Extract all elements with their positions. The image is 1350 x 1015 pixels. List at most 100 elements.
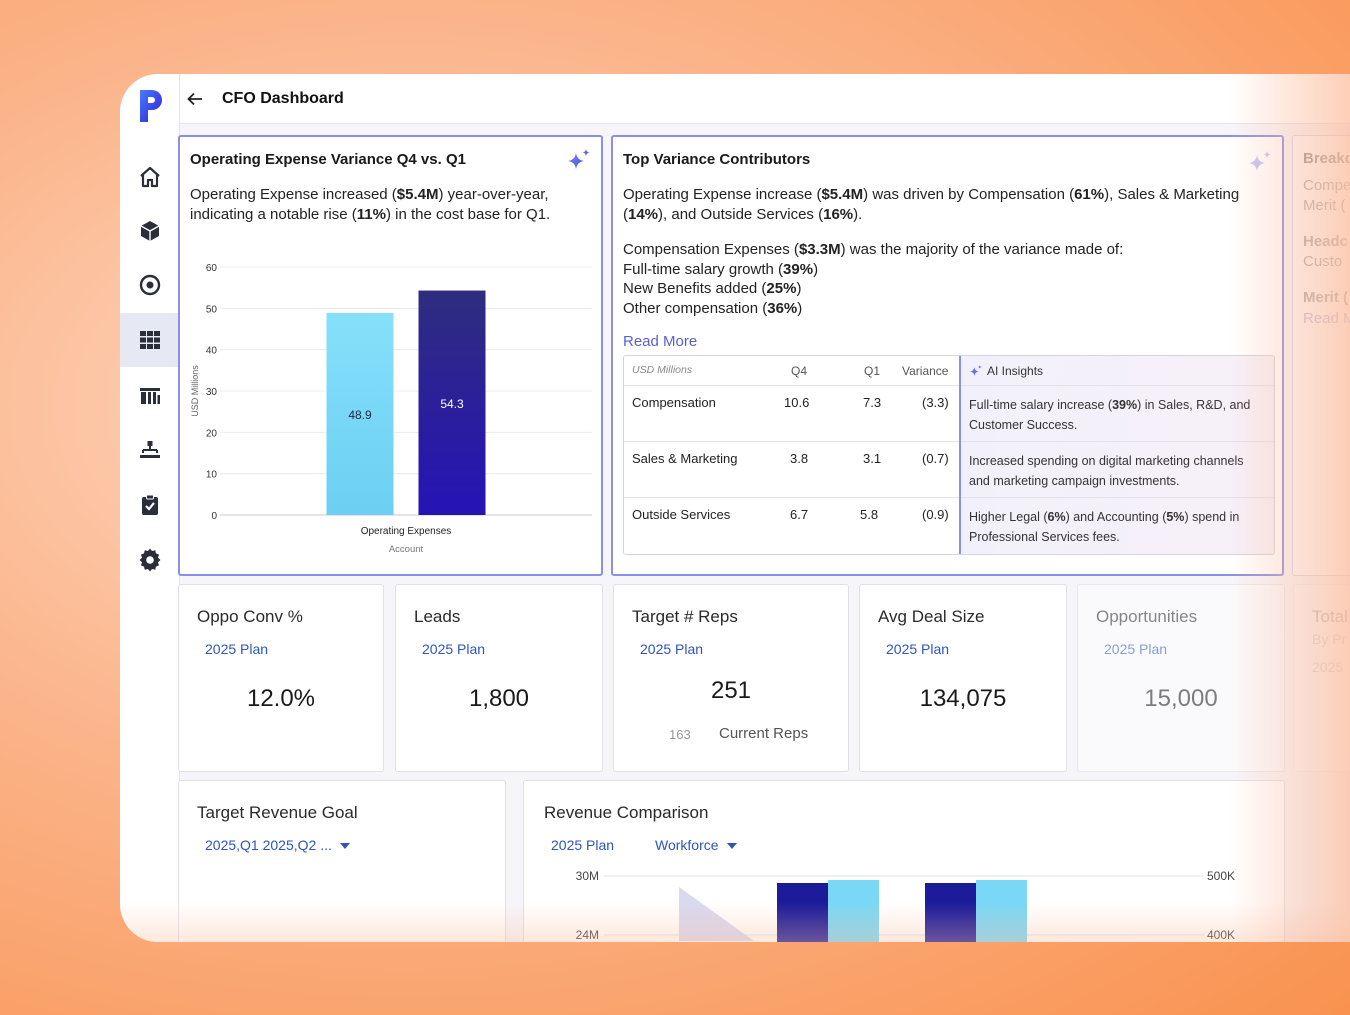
- kpi-oppo-conv[interactable]: Oppo Conv % 2025 Plan 12.0%: [178, 584, 384, 772]
- kpi-plan-filter[interactable]: By Pr: [1312, 631, 1347, 647]
- kpi-leads[interactable]: Leads 2025 Plan 1,800: [395, 584, 603, 772]
- breakdown-text: Compe Merit (: [1303, 177, 1350, 214]
- revenue-comparison-card: Revenue Comparison 2025 Plan Workforce 3…: [523, 780, 1285, 942]
- bar: [925, 883, 976, 942]
- sidebar-item-grid[interactable]: [120, 313, 180, 367]
- contributors-title: Top Variance Contributors: [623, 151, 811, 168]
- text-run: Full-time salary increase (: [969, 398, 1113, 412]
- kpi-opportunities[interactable]: Opportunities 2025 Plan 15,000: [1077, 584, 1285, 772]
- bold-text: 16%: [823, 205, 854, 223]
- text-run: New Benefits added (: [623, 280, 767, 297]
- home-icon: [140, 166, 160, 188]
- sidebar-item-cube[interactable]: [120, 204, 180, 258]
- y-tick-right: 400K: [1207, 928, 1235, 942]
- variance-card-title: Operating Expense Variance Q4 vs. Q1: [190, 151, 466, 168]
- text-run: ), and Outside Services (: [658, 205, 824, 223]
- insight-text: Higher Legal (6%) and Accounting (5%) sp…: [969, 507, 1260, 547]
- card-title: Revenue Comparison: [544, 803, 709, 822]
- table-row[interactable]: Sales & Marketing 3.8 3.1 (0.7): [624, 442, 959, 498]
- read-more-link[interactable]: Read More: [623, 333, 698, 350]
- kpi-plan-filter[interactable]: 2025 Plan: [886, 641, 950, 657]
- plan-filter[interactable]: 2025 Plan: [551, 837, 615, 853]
- y-tick-label: 10: [206, 470, 218, 481]
- current-reps-label: Current Reps: [719, 725, 809, 742]
- contributors-para-2: Compensation Expenses ($3.3M) was the ma…: [623, 240, 1273, 318]
- text-run: ) was driven by Compensation (: [863, 186, 1075, 203]
- kpi-plan-filter[interactable]: 2025 Plan: [422, 641, 486, 657]
- text-run: ): [796, 280, 802, 297]
- table-row[interactable]: Outside Services 6.7 5.8 (0.9): [624, 498, 959, 554]
- sidebar-item-org[interactable]: [120, 423, 180, 477]
- sidebar: [120, 74, 180, 942]
- variance-table-values: USD Millions Q4 Q1 Variance Compensation…: [624, 356, 959, 554]
- text-run: ) and Accounting (: [1065, 510, 1167, 524]
- text-run: ): [813, 260, 819, 278]
- text-run: ), Sales & Marketing: [1104, 186, 1240, 203]
- unit-header: USD Millions: [632, 364, 693, 376]
- target-revenue-goal-card: Target Revenue Goal 2025,Q1 2025,Q2 ...: [178, 780, 506, 942]
- breakdown-title: Breakdo: [1303, 150, 1350, 167]
- text-run: Full-time salary growth (: [623, 260, 784, 278]
- grid-icon: [140, 331, 160, 349]
- kpi-value: 15,000: [1144, 685, 1218, 712]
- q4-header: Q4: [791, 364, 808, 378]
- variance-summary: Operating Expense increased ($5.4M) year…: [190, 186, 551, 223]
- bar: [418, 290, 486, 515]
- kpi-title: Oppo Conv %: [197, 607, 303, 626]
- page-title: CFO Dashboard: [222, 89, 344, 107]
- bar: [326, 312, 394, 515]
- row-q4: 10.6: [784, 395, 810, 410]
- ai-sparkle-icon[interactable]: [566, 147, 592, 173]
- kpi-plan-filter[interactable]: 2025 Plan: [640, 641, 704, 657]
- sidebar-item-tasks[interactable]: [120, 478, 180, 532]
- top-bar: CFO Dashboard: [180, 74, 1350, 124]
- read-more-link[interactable]: Read M: [1303, 310, 1350, 327]
- kpi-title: Avg Deal Size: [878, 607, 985, 626]
- kpi-target-reps[interactable]: Target # Reps 2025 Plan 251 163 Current …: [613, 584, 849, 772]
- area-shape: [679, 887, 754, 941]
- kpi-total[interactable]: Total By Pr 2025: [1293, 584, 1350, 772]
- chevron-down-icon: [339, 843, 350, 850]
- kpi-avg-deal-size[interactable]: Avg Deal Size 2025 Plan 134,075: [859, 584, 1067, 772]
- target-icon: [139, 274, 161, 296]
- kpi-plan-filter[interactable]: 2025 Plan: [1104, 641, 1168, 657]
- sidebar-item-building[interactable]: [120, 368, 180, 422]
- insight-row: Higher Legal (6%) and Accounting (5%) sp…: [961, 498, 1274, 554]
- kpi-value: 251: [710, 677, 752, 704]
- sidebar-item-settings[interactable]: [120, 533, 180, 587]
- ai-insights-header: AI Insights: [961, 356, 1274, 386]
- table-row[interactable]: Compensation 10.6 7.3 (3.3): [624, 386, 959, 442]
- x-tick-label: Operating Expenses: [361, 526, 452, 537]
- period-filter[interactable]: 2025,Q1 2025,Q2 ...: [205, 837, 350, 853]
- workforce-filter[interactable]: Workforce: [655, 837, 737, 853]
- bar: [976, 880, 1027, 942]
- y-tick-label: 60: [206, 263, 218, 274]
- contributors-card: Top Variance Contributors Operating Expe…: [611, 135, 1284, 576]
- kpi-plan-filter[interactable]: 2025 Plan: [205, 641, 269, 657]
- y-tick-label: 30: [206, 387, 218, 398]
- ai-sparkle-icon[interactable]: [1247, 149, 1273, 175]
- revenue-comparison-chart: 30M 24M 500K 400K: [576, 869, 1235, 942]
- y-tick-label: 0: [211, 511, 217, 522]
- sidebar-item-target[interactable]: [120, 258, 180, 312]
- bold-text: $3.3M: [798, 241, 841, 258]
- row-q4: 3.8: [790, 451, 809, 466]
- ai-sparkle-icon: [970, 365, 982, 376]
- kpi-title: Opportunities: [1096, 607, 1198, 626]
- insight-row: Full-time salary increase (39%) in Sales…: [961, 386, 1274, 442]
- building-icon: [140, 388, 160, 404]
- card-title: Target Revenue Goal: [197, 803, 358, 822]
- bold-text: 39%: [1112, 398, 1138, 412]
- back-arrow-icon[interactable]: [186, 90, 204, 108]
- row-q1: 3.1: [863, 451, 882, 466]
- y-tick-left: 24M: [576, 928, 599, 942]
- ai-insights-panel: AI Insights Full-time salary increase (3…: [959, 356, 1274, 554]
- sidebar-item-home[interactable]: [120, 150, 180, 204]
- y-tick-label: 40: [206, 346, 218, 357]
- app-logo[interactable]: [134, 86, 166, 126]
- y-tick-label: 50: [206, 304, 218, 315]
- text-run: ): [797, 299, 803, 317]
- bold-text: 5%: [1166, 510, 1185, 524]
- clipboard-check-icon: [142, 494, 158, 515]
